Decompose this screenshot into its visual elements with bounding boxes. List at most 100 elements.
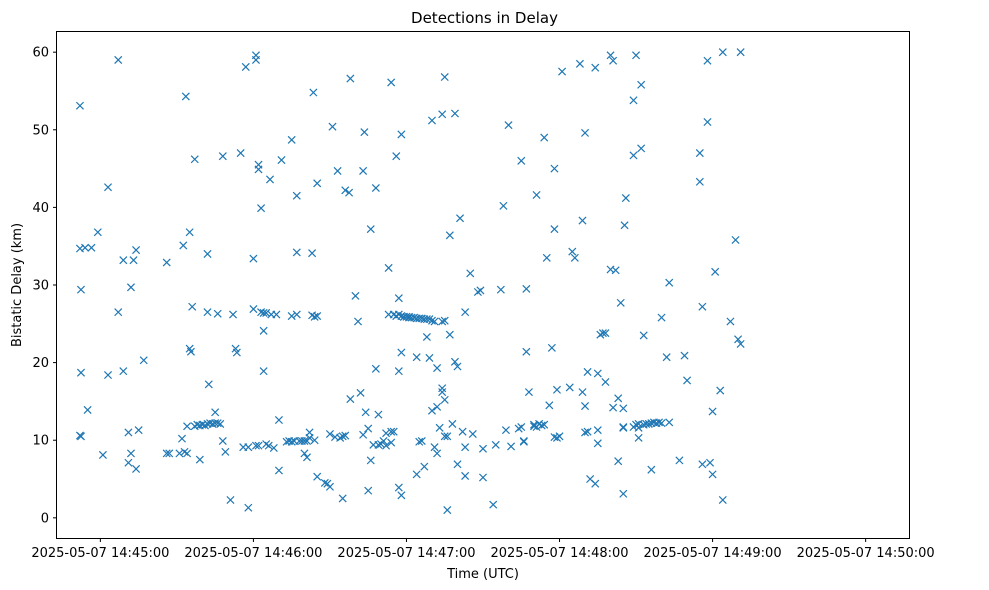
data-point-marker (188, 302, 197, 311)
data-point-marker (435, 423, 444, 432)
data-point-marker (593, 439, 602, 448)
data-point-marker (325, 429, 334, 439)
data-point-marker (277, 156, 286, 165)
data-point-marker (397, 348, 406, 357)
data-point-marker (450, 357, 459, 366)
data-point-marker (736, 339, 745, 349)
data-point-marker (555, 432, 564, 441)
data-point-marker (581, 428, 590, 437)
data-point-marker (124, 428, 133, 437)
y-tick-label: 10 (32, 434, 49, 449)
data-point-marker (415, 437, 424, 446)
data-point-marker (614, 457, 623, 466)
data-point-marker (300, 449, 309, 458)
y-tick-label: 20 (32, 356, 49, 371)
data-point-marker (175, 449, 184, 458)
data-point-marker (76, 285, 86, 294)
data-point-marker (103, 371, 113, 380)
data-point-marker (346, 395, 355, 404)
data-point-marker (98, 450, 107, 459)
data-point-marker (734, 335, 743, 344)
y-axis: 0 10 20 30 40 50 60 (32, 46, 57, 526)
data-point-marker (387, 427, 396, 436)
data-point-marker (611, 266, 620, 275)
data-point-marker (87, 243, 96, 252)
data-point-marker (552, 385, 562, 394)
data-point-marker (698, 302, 707, 311)
data-point-marker (427, 316, 437, 325)
data-point-marker (177, 434, 187, 443)
data-point-marker (114, 308, 123, 317)
chart-title: Detections in Delay (411, 9, 558, 27)
data-point-marker (165, 449, 174, 458)
data-point-marker (438, 384, 447, 393)
data-point-marker (313, 472, 322, 481)
data-point-marker (236, 149, 245, 158)
data-point-marker (591, 63, 600, 72)
data-point-marker (254, 441, 263, 450)
data-point-marker (382, 429, 391, 438)
data-point-marker (126, 283, 136, 292)
data-point-marker (346, 74, 355, 83)
data-point-marker (476, 286, 485, 295)
data-point-marker (259, 326, 268, 335)
data-point-marker (387, 78, 396, 87)
x-axis: 2025-05-07 14:45:00 2025-05-07 14:46:00 20… (31, 538, 935, 561)
data-point-marker (75, 101, 84, 110)
data-point-marker (708, 407, 717, 416)
data-point-marker (619, 422, 628, 432)
data-point-marker (433, 364, 442, 373)
data-point-marker (371, 183, 380, 193)
data-point-marker (703, 56, 712, 65)
data-point-marker (374, 440, 383, 449)
data-point-marker (547, 343, 556, 352)
data-point-marker (345, 188, 354, 197)
data-point-marker (619, 489, 628, 498)
data-point-marker (251, 441, 260, 450)
x-tick-label: 2025-05-07 14:45:00 (31, 546, 169, 561)
data-point-marker (313, 179, 322, 188)
x-tick-label: 2025-05-07 14:48:00 (490, 546, 628, 561)
data-point-marker (195, 455, 204, 464)
data-point-marker (458, 427, 467, 436)
data-point-marker (711, 267, 720, 276)
data-point-marker (221, 447, 230, 456)
data-point-marker (259, 367, 268, 376)
data-point-marker (657, 313, 666, 322)
data-point-marker (264, 441, 273, 450)
data-point-marker (287, 312, 296, 321)
data-point-marker (698, 460, 707, 469)
data-point-marker (517, 156, 526, 165)
data-point-marker (634, 423, 643, 432)
data-point-marker (241, 62, 250, 71)
data-point-marker (517, 422, 526, 432)
data-point-marker (606, 51, 615, 60)
data-point-marker (139, 356, 148, 365)
data-point-marker (162, 449, 171, 458)
data-point-marker (218, 436, 227, 446)
data-point-marker (269, 443, 278, 452)
data-point-marker (695, 177, 704, 186)
data-point-marker (558, 67, 567, 76)
data-point-marker (103, 183, 113, 192)
data-point-marker (430, 443, 439, 452)
data-point-marker (440, 72, 449, 82)
data-point-marker (519, 436, 528, 446)
data-point-marker (124, 458, 133, 467)
data-point-marker (593, 369, 602, 378)
data-point-marker (162, 258, 171, 267)
data-point-marker (305, 428, 314, 437)
data-point-marker (338, 494, 347, 503)
data-point-marker (478, 473, 488, 482)
data-point-marker (387, 438, 396, 447)
data-point-marker (695, 149, 704, 158)
data-point-marker (272, 310, 281, 319)
data-point-marker (540, 133, 549, 142)
data-point-marker (601, 377, 610, 387)
data-point-marker (360, 128, 369, 137)
data-point-marker (228, 310, 238, 319)
data-point-marker (351, 291, 360, 300)
data-point-marker (637, 144, 646, 153)
data-point-marker (706, 458, 715, 467)
